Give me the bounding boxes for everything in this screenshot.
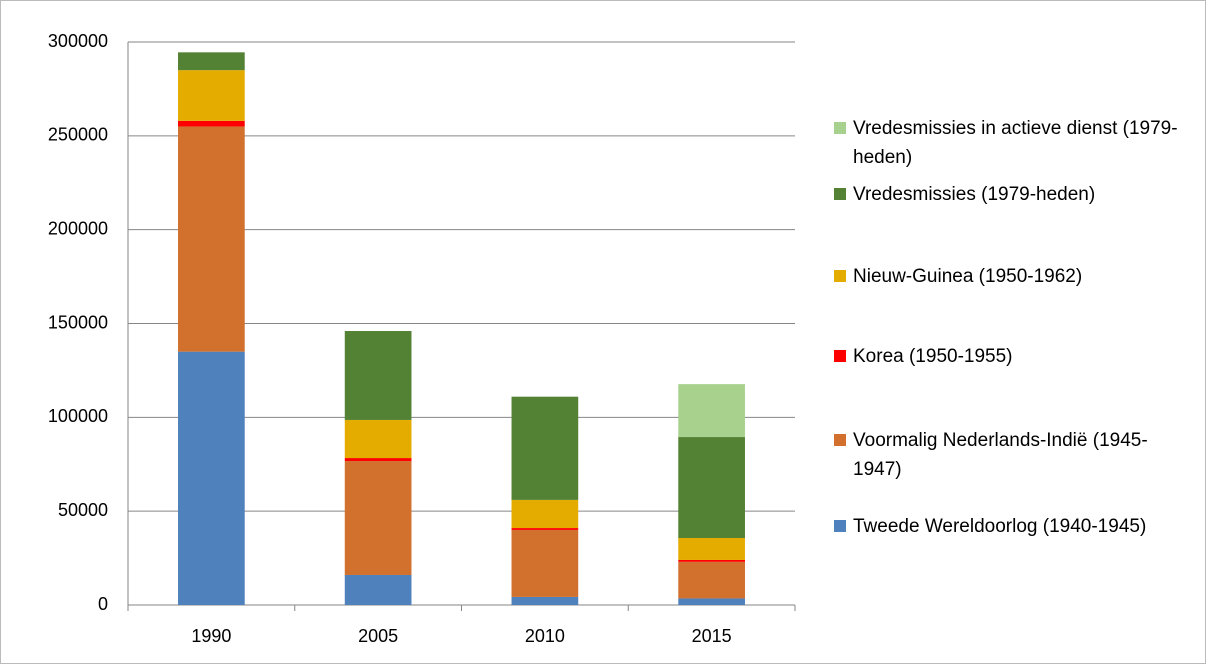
x-tick-label: 2005 [358, 626, 398, 646]
bar-segment [178, 126, 245, 352]
legend-label: Korea (1950-1955) [853, 346, 1013, 367]
bar-segment [678, 559, 745, 562]
legend-swatch [834, 188, 846, 200]
legend-swatch [834, 122, 846, 134]
bar-segment [344, 461, 412, 575]
bar-segment [178, 351, 245, 605]
bar-segment [511, 596, 579, 605]
y-tick-label: 150000 [48, 312, 108, 332]
y-tick-label: 0 [98, 594, 108, 614]
legend-label: Nieuw-Guinea (1950-1962) [853, 266, 1083, 287]
legend-swatch [834, 520, 846, 532]
legend-item: Tweede Wereldoorlog (1940-1945) [834, 512, 1184, 541]
legend-label: Tweede Wereldoorlog (1940-1945) [853, 516, 1147, 537]
legend-swatch [834, 350, 846, 362]
bar-segment [178, 52, 245, 71]
y-tick-label: 100000 [48, 406, 108, 426]
y-tick-label: 200000 [48, 218, 108, 238]
legend-item: Nieuw-Guinea (1950-1962) [834, 262, 1184, 291]
x-tick-label: 2010 [525, 626, 565, 646]
legend-swatch [834, 434, 846, 446]
bar-segment [178, 70, 245, 121]
y-tick-label: 300000 [48, 31, 108, 51]
bar-segment [678, 384, 745, 438]
legend-item: Vredesmissies (1979-heden) [834, 180, 1184, 209]
bar-segment [678, 538, 745, 560]
bar-segment [344, 458, 412, 462]
y-tick-label: 250000 [48, 125, 108, 145]
x-tick-label: 2015 [692, 626, 732, 646]
bar-segment [511, 396, 579, 500]
bar-segment [344, 574, 412, 605]
legend-label: Vredesmissies (1979-heden) [853, 184, 1096, 205]
bar-segment [678, 437, 745, 539]
y-tick-label: 50000 [58, 500, 108, 520]
legend-label: Vredesmissies in actieve dienst (1979-he… [853, 118, 1178, 168]
legend-swatch [834, 270, 846, 282]
legend-item: Korea (1950-1955) [834, 342, 1184, 371]
bar-segment [511, 528, 579, 530]
legend-item: Voormalig Nederlands-Indië (1945-1947) [834, 426, 1184, 484]
legend-label: Voormalig Nederlands-Indië (1945-1947) [853, 430, 1148, 480]
bar-segment [678, 598, 745, 605]
bar-segment [511, 529, 579, 597]
bar-segment [511, 499, 579, 529]
bar-segment [678, 561, 745, 599]
legend-item: Vredesmissies in actieve dienst (1979-he… [834, 114, 1184, 172]
bar-segment [344, 331, 412, 420]
bar-segment [178, 120, 245, 127]
bar-segment [344, 419, 412, 459]
x-tick-label: 1990 [191, 626, 231, 646]
